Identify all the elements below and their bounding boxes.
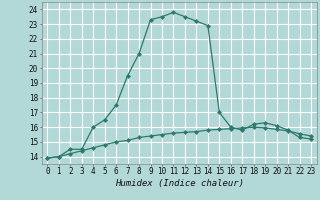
- X-axis label: Humidex (Indice chaleur): Humidex (Indice chaleur): [115, 179, 244, 188]
